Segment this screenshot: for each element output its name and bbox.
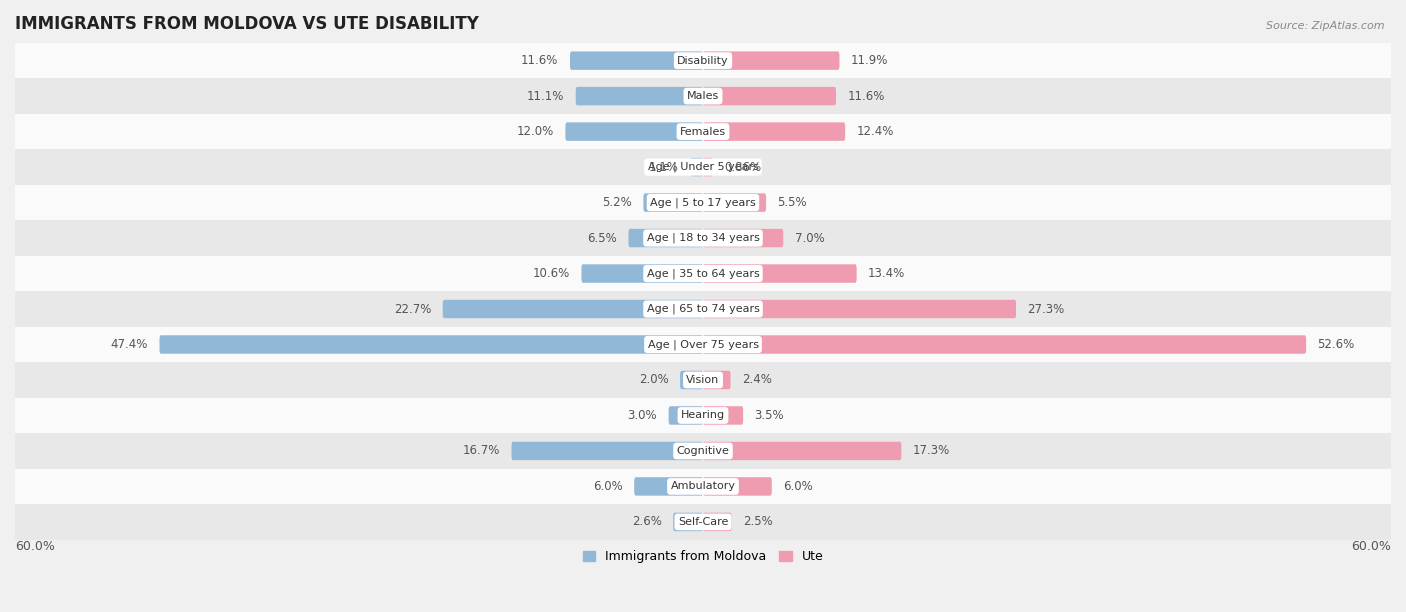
Text: 11.6%: 11.6% [522, 54, 558, 67]
FancyBboxPatch shape [703, 406, 744, 425]
FancyBboxPatch shape [575, 87, 703, 105]
Bar [15, 114, 1391, 149]
FancyBboxPatch shape [703, 477, 772, 496]
Text: 2.0%: 2.0% [638, 373, 669, 387]
Text: 27.3%: 27.3% [1028, 302, 1064, 316]
Text: 6.0%: 6.0% [783, 480, 813, 493]
Text: 13.4%: 13.4% [868, 267, 905, 280]
Bar [15, 504, 1391, 540]
Text: 0.86%: 0.86% [724, 160, 762, 174]
FancyBboxPatch shape [634, 477, 703, 496]
Text: 1.1%: 1.1% [650, 160, 679, 174]
Bar [15, 185, 1391, 220]
Text: 10.6%: 10.6% [533, 267, 569, 280]
Text: 12.0%: 12.0% [516, 125, 554, 138]
FancyBboxPatch shape [703, 51, 839, 70]
FancyBboxPatch shape [703, 229, 783, 247]
Text: Age | Under 5 years: Age | Under 5 years [648, 162, 758, 173]
Text: Ambulatory: Ambulatory [671, 482, 735, 491]
Text: 11.6%: 11.6% [848, 89, 884, 103]
Bar [15, 362, 1391, 398]
FancyBboxPatch shape [703, 335, 1306, 354]
Text: 60.0%: 60.0% [15, 540, 55, 553]
FancyBboxPatch shape [569, 51, 703, 70]
FancyBboxPatch shape [703, 371, 731, 389]
FancyBboxPatch shape [681, 371, 703, 389]
Text: Age | 5 to 17 years: Age | 5 to 17 years [650, 197, 756, 208]
Text: 6.0%: 6.0% [593, 480, 623, 493]
Text: Cognitive: Cognitive [676, 446, 730, 456]
Text: Females: Females [681, 127, 725, 136]
Bar [15, 398, 1391, 433]
Bar [15, 43, 1391, 78]
Text: Hearing: Hearing [681, 411, 725, 420]
Bar [15, 327, 1391, 362]
Text: 60.0%: 60.0% [1351, 540, 1391, 553]
Bar [15, 78, 1391, 114]
FancyBboxPatch shape [703, 158, 713, 176]
Text: Source: ZipAtlas.com: Source: ZipAtlas.com [1267, 21, 1385, 31]
Text: 47.4%: 47.4% [111, 338, 148, 351]
Text: Males: Males [688, 91, 718, 101]
Text: 17.3%: 17.3% [912, 444, 950, 457]
Text: Age | 65 to 74 years: Age | 65 to 74 years [647, 304, 759, 315]
FancyBboxPatch shape [512, 442, 703, 460]
Bar [15, 433, 1391, 469]
Bar [15, 469, 1391, 504]
Bar [15, 256, 1391, 291]
Text: Disability: Disability [678, 56, 728, 65]
Text: 11.1%: 11.1% [527, 89, 564, 103]
FancyBboxPatch shape [703, 87, 837, 105]
Text: Age | Over 75 years: Age | Over 75 years [648, 339, 758, 349]
FancyBboxPatch shape [703, 193, 766, 212]
FancyBboxPatch shape [703, 300, 1017, 318]
Text: 22.7%: 22.7% [394, 302, 432, 316]
FancyBboxPatch shape [628, 229, 703, 247]
FancyBboxPatch shape [582, 264, 703, 283]
Text: 11.9%: 11.9% [851, 54, 889, 67]
Text: 5.5%: 5.5% [778, 196, 807, 209]
Text: 3.5%: 3.5% [755, 409, 785, 422]
Text: 2.6%: 2.6% [631, 515, 662, 528]
Bar [15, 220, 1391, 256]
Legend: Immigrants from Moldova, Ute: Immigrants from Moldova, Ute [578, 545, 828, 568]
FancyBboxPatch shape [690, 158, 703, 176]
FancyBboxPatch shape [644, 193, 703, 212]
Text: 12.4%: 12.4% [856, 125, 894, 138]
Text: 2.5%: 2.5% [744, 515, 773, 528]
Text: 52.6%: 52.6% [1317, 338, 1355, 351]
Text: 6.5%: 6.5% [588, 231, 617, 245]
FancyBboxPatch shape [669, 406, 703, 425]
FancyBboxPatch shape [703, 264, 856, 283]
FancyBboxPatch shape [565, 122, 703, 141]
Text: 2.4%: 2.4% [742, 373, 772, 387]
FancyBboxPatch shape [443, 300, 703, 318]
Text: Age | 35 to 64 years: Age | 35 to 64 years [647, 268, 759, 279]
Text: IMMIGRANTS FROM MOLDOVA VS UTE DISABILITY: IMMIGRANTS FROM MOLDOVA VS UTE DISABILIT… [15, 15, 479, 33]
FancyBboxPatch shape [703, 122, 845, 141]
FancyBboxPatch shape [159, 335, 703, 354]
Text: 16.7%: 16.7% [463, 444, 501, 457]
FancyBboxPatch shape [703, 513, 731, 531]
FancyBboxPatch shape [703, 442, 901, 460]
Text: 3.0%: 3.0% [627, 409, 657, 422]
Text: 7.0%: 7.0% [794, 231, 824, 245]
Text: Vision: Vision [686, 375, 720, 385]
Text: Self-Care: Self-Care [678, 517, 728, 527]
Bar [15, 149, 1391, 185]
Text: 5.2%: 5.2% [602, 196, 631, 209]
FancyBboxPatch shape [673, 513, 703, 531]
Text: Age | 18 to 34 years: Age | 18 to 34 years [647, 233, 759, 244]
Bar [15, 291, 1391, 327]
